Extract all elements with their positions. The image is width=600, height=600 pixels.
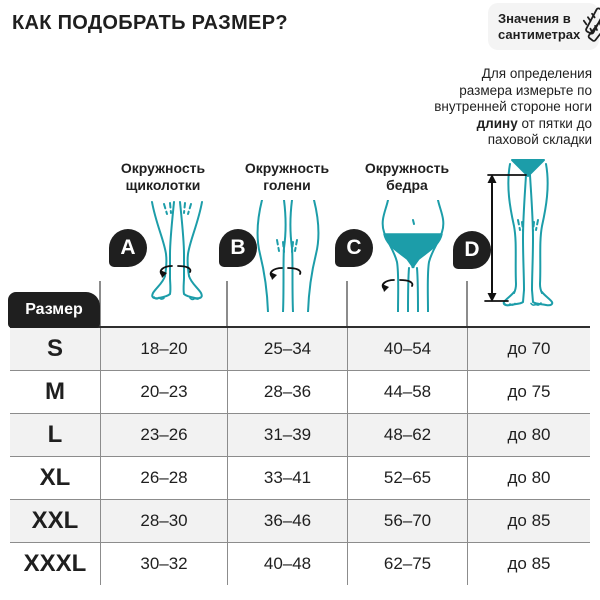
- table-row-xl: XL 26–28 33–41 52–65 до 80: [10, 456, 590, 499]
- length-cell: до 70: [467, 328, 590, 370]
- thigh-cell: 40–54: [347, 328, 467, 370]
- size-cell: XXL: [31, 507, 79, 534]
- marker-badge-d: D: [453, 231, 491, 269]
- size-cell: L: [47, 421, 63, 448]
- size-table: S 18–20 25–34 40–54 до 70 M 20–23 28–36 …: [10, 326, 590, 585]
- column-divider: [99, 281, 101, 327]
- calf-cell: 28–36: [227, 371, 347, 413]
- ankle-cell: 26–28: [100, 457, 227, 499]
- length-cell: до 80: [467, 457, 590, 499]
- calf-cell: 40–48: [227, 543, 347, 585]
- ankle-legs-illustration: [136, 200, 218, 314]
- thigh-cell: 56–70: [347, 500, 467, 542]
- table-row-m: M 20–23 28–36 44–58 до 75: [10, 370, 590, 413]
- column-header-calf: Окружность голени: [244, 160, 330, 193]
- units-badge-text: Значения в сантиметрах: [498, 10, 581, 42]
- ankle-cell: 23–26: [100, 414, 227, 456]
- table-row-xxl: XXL 28–30 36–46 56–70 до 85: [10, 499, 590, 542]
- calf-cell: 33–41: [227, 457, 347, 499]
- size-cell: S: [46, 335, 63, 362]
- length-cell: до 75: [467, 371, 590, 413]
- column-divider: [466, 281, 468, 327]
- marker-badge-b: B: [219, 229, 257, 267]
- page-title: КАК ПОДОБРАТЬ РАЗМЕР?: [12, 12, 288, 34]
- ankle-cell: 18–20: [100, 328, 227, 370]
- column-header-thigh: Окружность бедра: [364, 160, 450, 193]
- leg-length-illustration: [482, 158, 564, 308]
- ankle-cell: 20–23: [100, 371, 227, 413]
- calf-cell: 36–46: [227, 500, 347, 542]
- length-arrow-icon: [484, 174, 527, 302]
- calf-cell: 31–39: [227, 414, 347, 456]
- length-cell: до 80: [467, 414, 590, 456]
- size-cell: M: [45, 378, 65, 405]
- calf-legs-illustration: [250, 200, 326, 312]
- marker-badge-c: C: [335, 229, 373, 267]
- size-cell: XL: [39, 464, 71, 491]
- size-cell: XXXL: [23, 550, 87, 577]
- marker-badge-a: A: [109, 229, 147, 267]
- thigh-cell: 44–58: [347, 371, 467, 413]
- table-row-xxxl: XXXL 30–32 40–48 62–75 до 85: [10, 542, 590, 585]
- table-row-s: S 18–20 25–34 40–54 до 70: [10, 328, 590, 370]
- column-divider: [226, 281, 228, 327]
- ankle-cell: 30–32: [100, 543, 227, 585]
- length-cell: до 85: [467, 500, 590, 542]
- length-cell: до 85: [467, 543, 590, 585]
- ruler-icon: [582, 6, 600, 43]
- table-row-l: L 23–26 31–39 48–62 до 80: [10, 413, 590, 456]
- hip-illustration: [372, 200, 454, 312]
- size-corner-label: Размер: [8, 292, 100, 328]
- calf-cell: 25–34: [227, 328, 347, 370]
- thigh-cell: 62–75: [347, 543, 467, 585]
- thigh-cell: 52–65: [347, 457, 467, 499]
- ankle-cell: 28–30: [100, 500, 227, 542]
- column-divider: [346, 281, 348, 327]
- units-badge: Значения в сантиметрах: [488, 3, 600, 50]
- column-header-ankle: Окружность щиколотки: [120, 160, 206, 193]
- thigh-cell: 48–62: [347, 414, 467, 456]
- measuring-note: Для определения размера измерьте по внут…: [434, 66, 592, 147]
